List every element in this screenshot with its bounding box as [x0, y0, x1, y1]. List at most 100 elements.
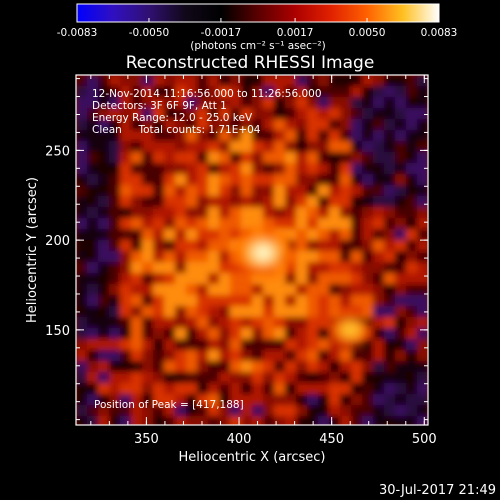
heatmap-cell [208, 251, 220, 263]
heatmap-cell [395, 97, 407, 109]
heatmap-cell [241, 273, 253, 285]
heatmap-cell [87, 185, 99, 197]
heatmap-cell [296, 372, 308, 384]
heatmap-cell [186, 416, 198, 425]
heatmap-cell [208, 185, 220, 197]
heatmap-cell [142, 383, 154, 395]
heatmap-cell [164, 229, 176, 241]
heatmap-cell [351, 372, 363, 384]
heatmap-cell [274, 405, 286, 417]
heatmap-cell [340, 273, 352, 285]
heatmap-cell [296, 416, 308, 425]
heatmap-cell [307, 218, 319, 230]
heatmap-cell [307, 350, 319, 362]
heatmap-cell [263, 295, 275, 307]
heatmap-cell [175, 229, 187, 241]
heatmap-cell [384, 262, 396, 274]
heatmap-cell [263, 86, 275, 98]
heatmap-cell [219, 372, 231, 384]
heatmap-cell [208, 75, 220, 87]
heatmap-cell [87, 75, 99, 87]
heatmap-cell [296, 75, 308, 87]
heatmap-cell [285, 152, 297, 164]
heatmap-cell [263, 405, 275, 417]
heatmap-cell [395, 141, 407, 153]
colorbar-tick-label: -0.0083 [57, 27, 98, 39]
heatmap-cell [186, 119, 198, 131]
heatmap-cell [142, 273, 154, 285]
heatmap-cell [131, 328, 143, 340]
heatmap-cell [263, 306, 275, 318]
heatmap-cell [263, 339, 275, 351]
heatmap-cell [417, 196, 428, 208]
heatmap-cell [285, 328, 297, 340]
heatmap-cell [230, 339, 242, 351]
heatmap-cell [318, 130, 330, 142]
heatmap-cell [230, 141, 242, 153]
heatmap-cell [120, 262, 132, 274]
heatmap-cell [362, 75, 374, 87]
heatmap-cell [384, 86, 396, 98]
heatmap-cell [219, 339, 231, 351]
heatmap-cell [208, 240, 220, 252]
heatmap-cell [406, 394, 418, 406]
heatmap-cell [318, 75, 330, 87]
heatmap-cell [274, 152, 286, 164]
heatmap-cell [329, 383, 341, 395]
heatmap-cell [175, 108, 187, 120]
heatmap-cell [186, 229, 198, 241]
heatmap-cell [285, 372, 297, 384]
heatmap-cell [208, 262, 220, 274]
heatmap-cell [208, 317, 220, 329]
heatmap-cell [131, 75, 143, 87]
heatmap-cell [87, 394, 99, 406]
heatmap-cell [318, 306, 330, 318]
heatmap-cell [318, 284, 330, 296]
heatmap-cell [307, 141, 319, 153]
heatmap-cell [109, 306, 121, 318]
heatmap-cell [252, 119, 264, 131]
heatmap-cell [351, 350, 363, 362]
heatmap-cell [98, 75, 110, 87]
heatmap-cell [142, 350, 154, 362]
heatmap-cell [175, 416, 187, 425]
colorbar-tick-label: -0.0017 [201, 27, 242, 39]
heatmap-cell [285, 86, 297, 98]
heatmap-cell [417, 119, 428, 131]
heatmap-cell [142, 372, 154, 384]
heatmap-cell [252, 306, 264, 318]
heatmap-cell [197, 196, 209, 208]
heatmap-cell [373, 119, 385, 131]
heatmap-cell [373, 306, 385, 318]
heatmap-cell [329, 196, 341, 208]
heatmap-cell [417, 251, 428, 263]
annotation-peak-position: Position of Peak = [417,188] [94, 399, 244, 411]
heatmap-cell [296, 119, 308, 131]
heatmap-cell [142, 339, 154, 351]
heatmap-cell [384, 306, 396, 318]
heatmap-cell [252, 97, 264, 109]
heatmap-cell [395, 350, 407, 362]
heatmap-cell [87, 317, 99, 329]
heatmap-cell [362, 339, 374, 351]
x-tick-label: 400 [227, 432, 252, 447]
heatmap-cell [131, 218, 143, 230]
heatmap-cell [285, 75, 297, 87]
heatmap-cell [230, 86, 242, 98]
heatmap-cell [417, 97, 428, 109]
heatmap-cell [98, 284, 110, 296]
heatmap-cell [164, 174, 176, 186]
heatmap-cell [98, 251, 110, 263]
heatmap-cell [208, 383, 220, 395]
heatmap-cell [230, 108, 242, 120]
heatmap-cell [219, 394, 231, 406]
heatmap-cell [186, 372, 198, 384]
heatmap-cell [208, 130, 220, 142]
heatmap-cell [373, 152, 385, 164]
heatmap-cell [252, 339, 264, 351]
heatmap-cell [109, 284, 121, 296]
heatmap-cell [142, 163, 154, 175]
heatmap-cell [186, 97, 198, 109]
heatmap-cell [296, 141, 308, 153]
colorbar-gradient [76, 3, 440, 23]
